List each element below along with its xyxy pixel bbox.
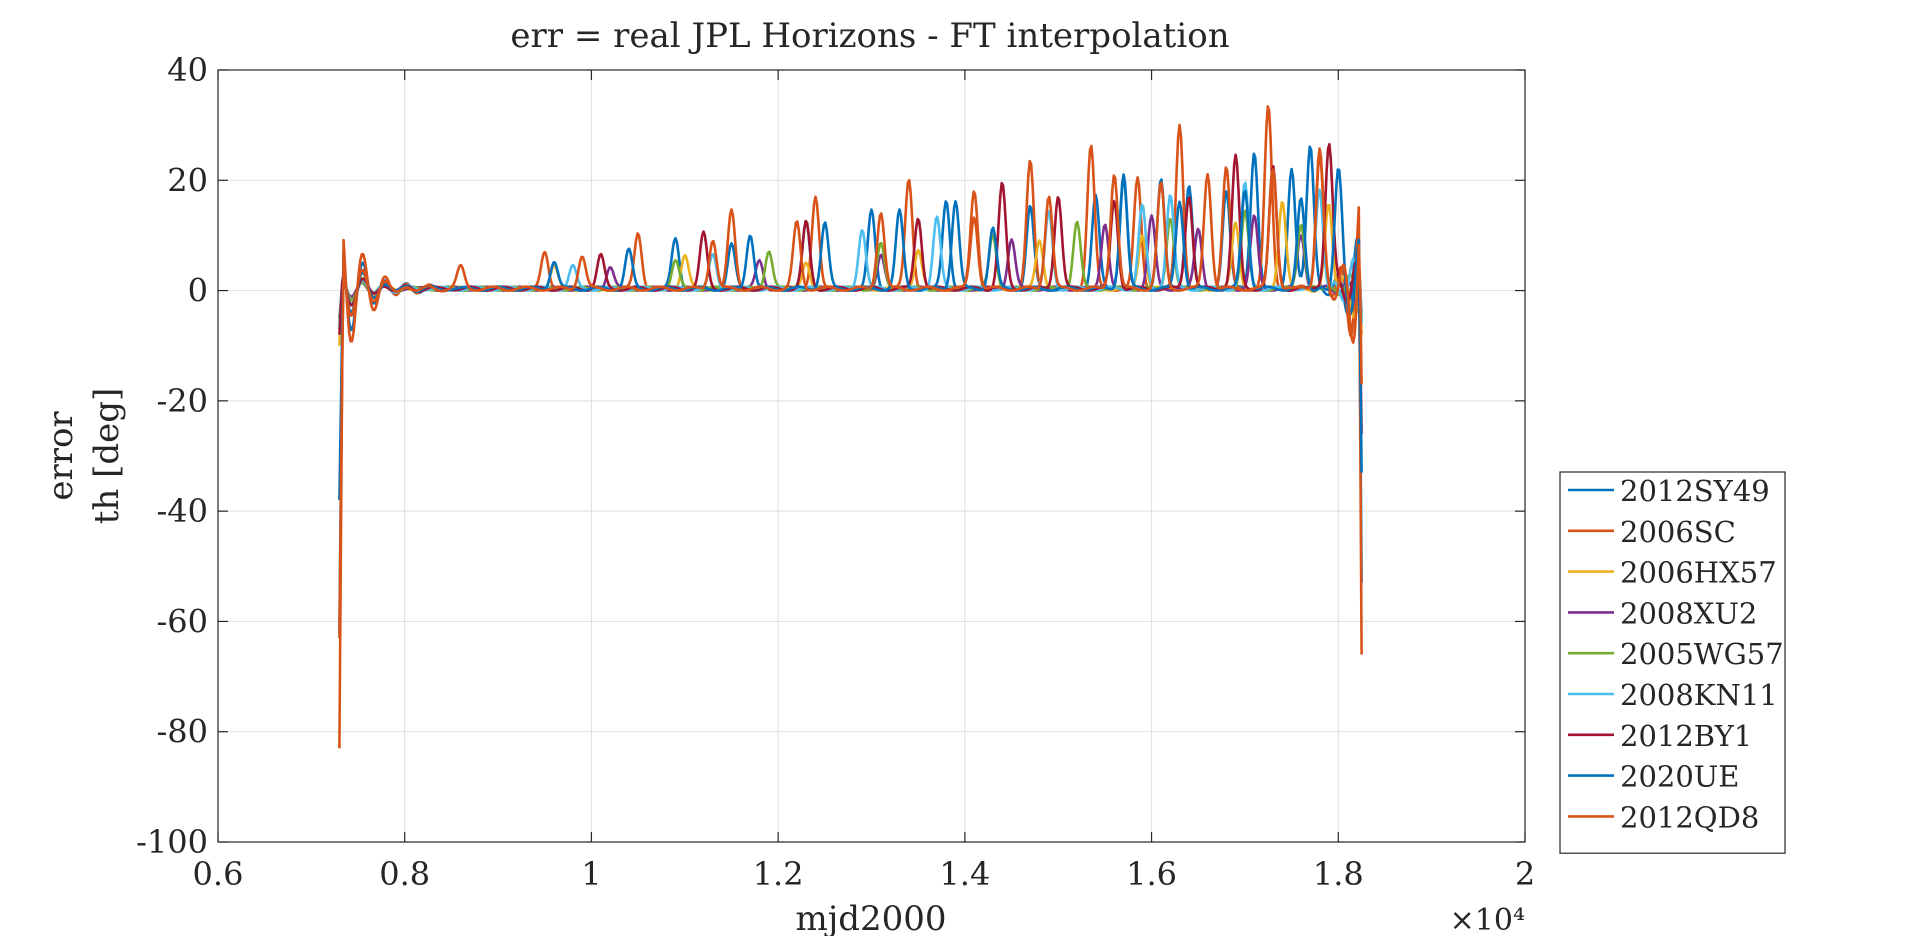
y-tick-label: -20 — [156, 382, 208, 420]
legend-label: 2012BY1 — [1620, 719, 1752, 753]
legend: 2012SY49 2006SC 2006HX57 2008XU2 2005WG57 200… — [1559, 471, 1786, 854]
series-layer — [338, 105, 1363, 749]
y-axis-label-line-1: error — [41, 411, 81, 501]
legend-label: 2008KN11 — [1620, 678, 1778, 712]
legend-label: 2020UE — [1620, 760, 1739, 794]
y-tick-label: 0 — [188, 272, 208, 310]
y-tick-label: -40 — [156, 492, 208, 530]
x-axis-label: mjd2000 — [795, 899, 946, 936]
legend-box — [1559, 471, 1786, 854]
y-axis-label-line-2: th [deg] — [87, 388, 127, 525]
x-tick-label: 1.2 — [753, 855, 804, 893]
plot-frame — [217, 69, 1526, 843]
x-tick-label: 1.8 — [1313, 855, 1364, 893]
series-line-2012QD8 — [338, 153, 1363, 639]
legend-label: 2012SY49 — [1620, 474, 1770, 508]
legend-label: 2005WG57 — [1620, 637, 1784, 671]
legend-label: 2006SC — [1620, 515, 1736, 549]
y-tick-label: 40 — [167, 51, 208, 89]
x-tick-label: 0.6 — [193, 855, 244, 893]
y-tick-label: -100 — [136, 823, 208, 861]
legend-label: 2012QD8 — [1620, 800, 1759, 834]
y-tick-label: 20 — [167, 161, 208, 199]
x-exponent-label: ×10⁴ — [1450, 903, 1525, 936]
chart-title: err = real JPL Horizons - FT interpolati… — [510, 16, 1229, 56]
y-tick-label: -60 — [156, 602, 208, 640]
x-tick-label: 2 — [1515, 855, 1535, 893]
x-tick-label: 1 — [581, 855, 601, 893]
x-tick-label: 0.8 — [379, 855, 430, 893]
y-tick-label: -80 — [156, 713, 208, 751]
legend-label: 2008XU2 — [1620, 596, 1757, 630]
x-tick-label: 1.4 — [939, 855, 990, 893]
x-tick-label: 1.6 — [1126, 855, 1177, 893]
legend-label: 2006HX57 — [1620, 556, 1777, 590]
ticks: 0.6 0.8 1 1.2 1.4 1.6 1.8 2 40 20 0 -20 -40 -60 -80 -10… — [136, 51, 1535, 893]
